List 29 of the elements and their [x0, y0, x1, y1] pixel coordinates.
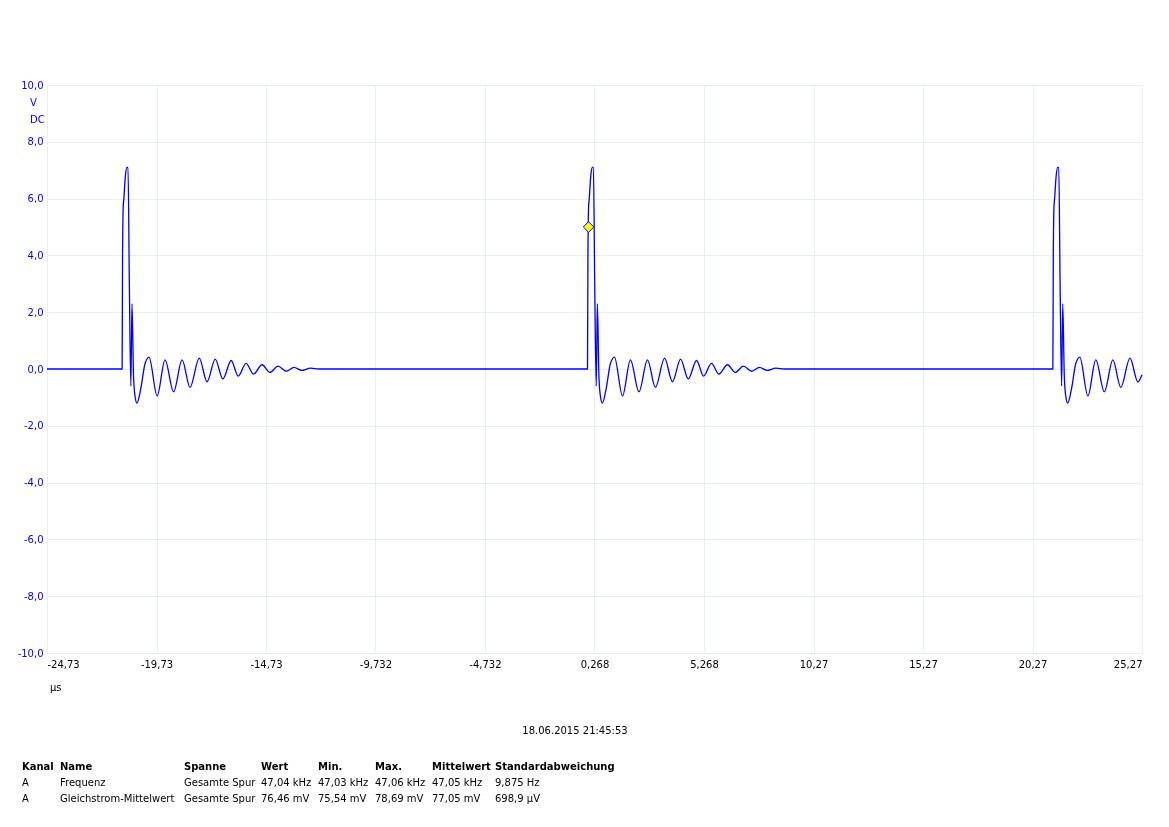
text: 18.06.2015 21:45:53 — [522, 725, 628, 736]
x-tick-label: 10,27 — [799, 658, 829, 670]
x-tick-label: -19,73 — [140, 658, 174, 670]
x-tick-label: 25,27 — [1113, 658, 1143, 670]
x-tick-label: -24,73 — [47, 658, 80, 670]
text: A Frequenz Gesamte Spur 47,04 kHz 47,03 kHz 47,06 kHz 47,05 kHz 9,875 Hz — [22, 777, 540, 788]
y-tick-label: 8,0 — [27, 136, 44, 148]
y-tick-label: -8,0 — [23, 590, 44, 602]
y-tick-label: -2,0 — [23, 420, 44, 432]
x-tick-label: 0,268 — [580, 658, 610, 670]
x-tick-label: -14,73 — [250, 658, 283, 670]
y-tick-label: -10,0 — [17, 647, 44, 659]
y-axis-title: V DC — [30, 97, 45, 125]
line-series — [46, 166, 1143, 404]
x-tick-label: 15,27 — [909, 658, 938, 670]
x-tick-label: -4,732 — [469, 658, 502, 670]
y-tick-label: 10,0 — [21, 79, 44, 91]
y-tick-label: 0,0 — [27, 363, 44, 375]
x-tick-label: 20,27 — [1018, 658, 1048, 670]
y-tick-label: 2,0 — [27, 306, 44, 318]
y-tick-label: -6,0 — [23, 533, 44, 545]
x-tick-label: 5,268 — [690, 658, 719, 670]
text: Kanal Name Spanne Wert Min. Max. Mittelwert Standardabweichung — [22, 761, 615, 772]
x-tick-label: -9,732 — [359, 658, 393, 670]
y-tick-label: 6,0 — [27, 193, 44, 205]
x-axis-title: µs — [50, 682, 62, 693]
y-tick-label: -4,0 — [23, 477, 44, 489]
y-tick-label: 4,0 — [27, 249, 44, 261]
text: A Gleichstrom-Mittelwert Gesamte Spur 76,46 mV 75,54 mV 78,69 mV 77,05 mV 698,9 µV — [22, 793, 541, 804]
